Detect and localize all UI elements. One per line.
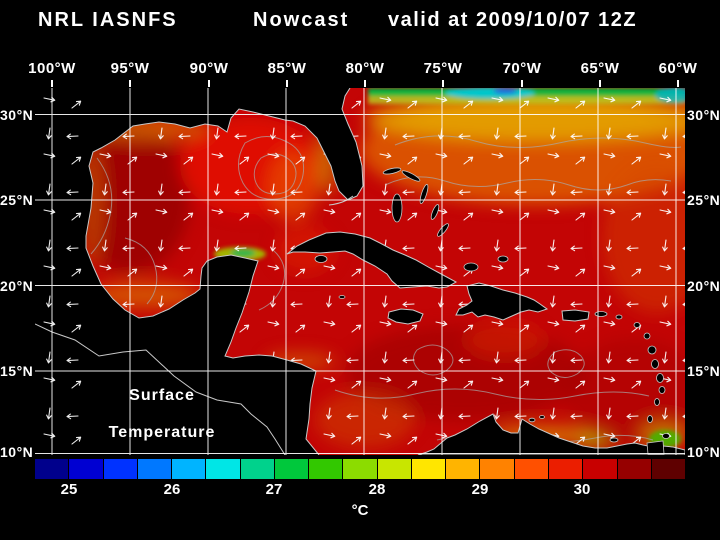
axis-tick [599, 80, 601, 87]
lat-label-left: 10°N [0, 444, 34, 460]
lon-label: 70°W [502, 60, 542, 77]
colorbar-segment [583, 459, 617, 479]
lat-label-left: 25°N [0, 192, 34, 208]
annotation-temperature: Temperature [108, 424, 216, 441]
lon-label: 90°W [189, 60, 229, 77]
colorbar-segment [274, 459, 309, 479]
axis-tick [521, 80, 523, 87]
sst-map [35, 88, 685, 455]
title-program: NRL IASNFS [38, 9, 178, 31]
islands-lesser-antilles [314, 255, 670, 455]
islands-bahamas [382, 167, 509, 272]
colorbar-tick-label: 29 [471, 481, 489, 498]
colorbar-tick-label: 25 [60, 481, 78, 498]
lon-label: 75°W [423, 60, 463, 77]
lat-label-left: 30°N [0, 107, 34, 123]
axis-tick [129, 80, 131, 87]
island-hispaniola [455, 282, 549, 321]
colorbar-segment [137, 459, 172, 479]
colorbar-segment [103, 459, 137, 479]
axis-tick [677, 80, 679, 87]
title-product: Nowcast [253, 9, 350, 31]
axis-tick [286, 80, 288, 87]
island-cuba [286, 231, 458, 289]
lat-label-right: 25°N [687, 192, 720, 208]
colorbar-unit-label: °C [351, 502, 369, 519]
colorbar-tick-label: 26 [163, 481, 181, 498]
annotation-surface: Surface [129, 387, 195, 404]
lon-label: 85°W [267, 60, 307, 77]
colorbar-segment [172, 459, 206, 479]
colorbar-segment [651, 459, 686, 479]
lon-label: 60°W [658, 60, 698, 77]
lon-label: 65°W [580, 60, 620, 77]
colorbar-segment [343, 459, 377, 479]
lon-label: 95°W [110, 60, 150, 77]
lat-label-left: 15°N [0, 363, 34, 379]
colorbar-segment [617, 459, 651, 479]
lat-label-left: 20°N [0, 278, 34, 294]
colorbar-segment [480, 459, 514, 479]
colorbar-segment [309, 459, 343, 479]
lat-label-right: 15°N [687, 363, 720, 379]
land-layer [35, 88, 685, 455]
colorbar-segment [411, 459, 446, 479]
colorbar-segment [206, 459, 240, 479]
axis-tick [442, 80, 444, 87]
colorbar-tick-label: 30 [573, 481, 591, 498]
land-north-central-america [35, 88, 363, 455]
lat-label-right: 30°N [687, 107, 720, 123]
lat-label-right: 20°N [687, 278, 720, 294]
current-vector-layer-west [37, 88, 97, 455]
title-valid-time: valid at 2009/10/07 12Z [388, 9, 638, 31]
lat-label-right: 10°N [687, 444, 720, 460]
axis-tick [208, 80, 210, 87]
colorbar-segment [35, 459, 69, 479]
colorbar-tick-label: 27 [265, 481, 283, 498]
colorbar-segment [514, 459, 548, 479]
lon-label: 100°W [28, 60, 76, 77]
lon-label: 80°W [345, 60, 385, 77]
island-puerto-rico [561, 309, 590, 322]
axis-tick [364, 80, 366, 87]
grid-layer [35, 88, 685, 455]
colorbar-segment [69, 459, 103, 479]
colorbar-segment [240, 459, 274, 479]
colorbar-segment [548, 459, 583, 479]
colorbar-segment [446, 459, 480, 479]
axis-tick [51, 80, 53, 87]
colorbar [35, 459, 686, 479]
colorbar-tick-label: 28 [368, 481, 386, 498]
colorbar-segment [377, 459, 411, 479]
island-jamaica [387, 308, 424, 325]
